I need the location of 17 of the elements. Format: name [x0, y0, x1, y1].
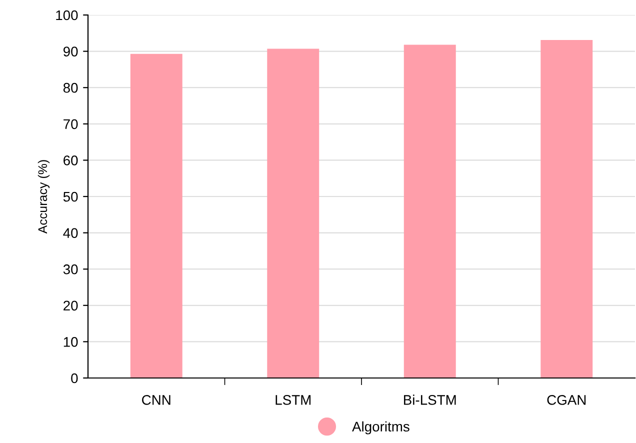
x-tick-label: CGAN: [547, 395, 586, 405]
y-tick-label: 20: [64, 300, 78, 311]
y-tick-label: 100: [56, 10, 78, 20]
x-tick-label: LSTM: [276, 395, 311, 405]
y-tick-label: 70: [64, 119, 78, 130]
y-tick-label: 50: [63, 192, 78, 202]
y-tick-label: 0: [71, 373, 78, 384]
y-tick-label: 30: [63, 264, 78, 274]
legend-label: Algoritms: [352, 421, 410, 434]
y-axis-title: Accuracy (%): [38, 160, 50, 234]
y-tick-label: 90: [63, 46, 78, 56]
x-tick-label: CNN: [142, 395, 170, 405]
y-tick-label: 80: [63, 82, 78, 93]
y-tick-label: 10: [64, 337, 78, 347]
x-tick-label: Bi-LSTM: [404, 394, 456, 405]
y-tick-label: 40: [63, 228, 78, 238]
y-tick-label: 60: [64, 156, 78, 166]
